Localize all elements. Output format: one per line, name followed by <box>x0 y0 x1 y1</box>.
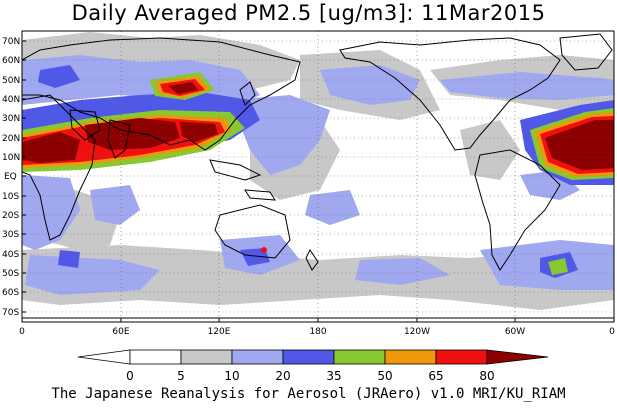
lat-label: 50N <box>2 76 20 86</box>
lon-label: 0 <box>19 327 25 337</box>
lat-label: 60S <box>2 288 19 298</box>
lat-label: 40N <box>2 95 20 105</box>
lon-ticks <box>120 318 516 322</box>
lat-label: EQ <box>4 172 17 182</box>
colorbar-swatch-3 <box>231 349 284 365</box>
lat-label: 10N <box>2 153 20 163</box>
colorbar-label: 0 <box>126 369 134 383</box>
lat-labels: 70N 60N 50N 40N 30N 20N 10N EQ 10S 20S 3… <box>2 37 20 318</box>
lat-label: 50S <box>2 269 19 279</box>
pm25-level-darkred-regions <box>22 82 614 170</box>
lat-label: 20N <box>2 134 20 144</box>
lon-labels: 0 60E 120E 180 120W 60W 0 <box>19 327 615 337</box>
lon-label: 120W <box>404 327 430 337</box>
lon-label: 60W <box>505 327 525 337</box>
colorbar-swatch-6 <box>384 349 437 365</box>
lat-label: 20S <box>2 211 19 221</box>
colorbar-label: 10 <box>224 369 239 383</box>
lat-label: 70N <box>2 37 20 47</box>
lat-label: 10S <box>2 192 19 202</box>
colorbar-swatch-2 <box>180 349 233 365</box>
lat-label: 40S <box>2 250 19 260</box>
lat-label: 30N <box>2 114 20 124</box>
lat-label: 30S <box>2 230 19 240</box>
colorbar-label: 20 <box>275 369 290 383</box>
graticule <box>22 31 614 322</box>
colorbar-labels: 0 5 10 20 35 50 65 80 <box>126 369 494 383</box>
lon-label: 120E <box>208 327 231 337</box>
colorbar-label: 5 <box>177 369 185 383</box>
colorbar-swatch-7 <box>435 349 488 365</box>
lon-label: 60E <box>112 327 129 337</box>
colorbar-label: 50 <box>377 369 392 383</box>
map-title: Daily Averaged PM2.5 [ug/m3]: 11Mar2015 <box>71 1 546 25</box>
map-plot-area <box>22 31 614 322</box>
colorbar-swatch-1 <box>129 349 182 365</box>
colorbar <box>77 349 549 365</box>
lat-label: 60N <box>2 56 20 66</box>
colorbar-swatch-8 <box>486 349 549 365</box>
lat-ticks <box>22 40 26 313</box>
footer-credit: The Japanese Reanalysis for Aerosol (JRA… <box>51 386 566 402</box>
colorbar-swatch-4 <box>282 349 335 365</box>
colorbar-label: 35 <box>326 369 341 383</box>
lon-label: 0 <box>609 327 615 337</box>
colorbar-label: 80 <box>479 369 494 383</box>
colorbar-label: 65 <box>428 369 443 383</box>
colorbar-swatch-5 <box>333 349 386 365</box>
lon-label: 180 <box>309 327 326 337</box>
lat-label: 70S <box>2 308 19 318</box>
colorbar-swatch-0 <box>77 349 131 365</box>
